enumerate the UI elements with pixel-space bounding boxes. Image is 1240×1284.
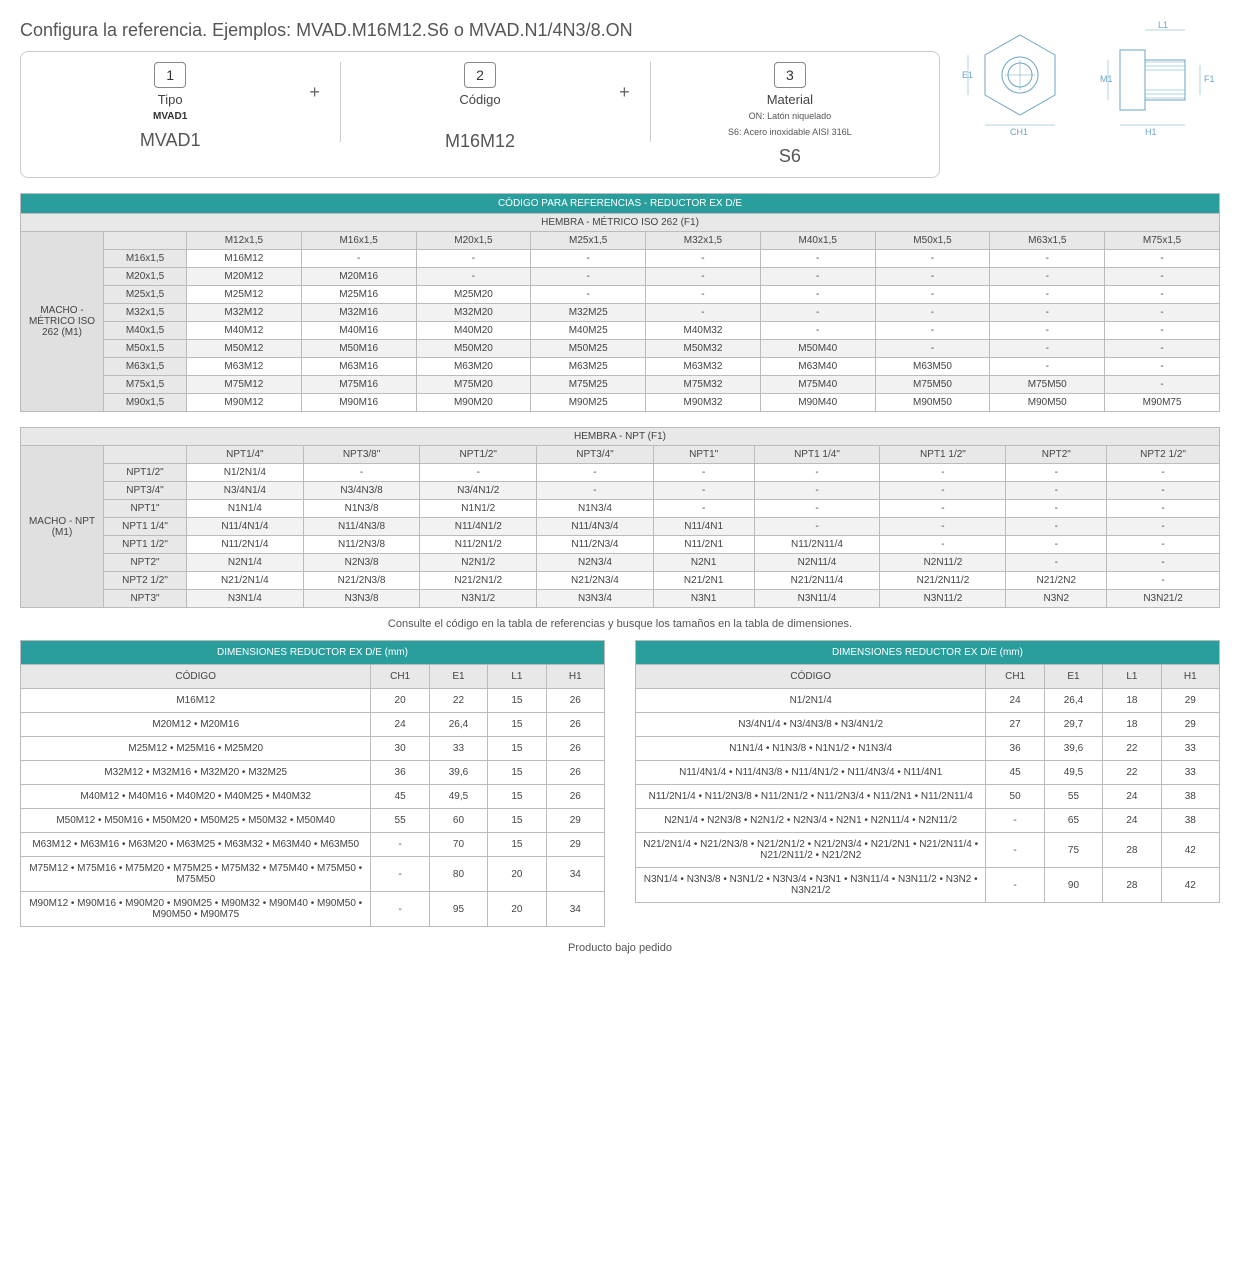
hex-top-view-icon: E1 CH1 [960, 20, 1080, 140]
config-num-1: 1 [154, 62, 186, 88]
config-bold-1: MVAD1 [153, 111, 187, 122]
svg-text:E1: E1 [962, 70, 973, 80]
technical-diagrams: E1 CH1 L1 M1 F1 H1 [960, 20, 1220, 140]
config-mat-1: ON: Latón niquelado [749, 111, 832, 123]
config-value-1: MVAD1 [140, 130, 201, 151]
config-mat-2: S6: Acero inoxidable AISI 316L [728, 127, 852, 139]
config-value-3: S6 [779, 146, 801, 167]
reference-table-npt: HEMBRA - NPT (F1)MACHO - NPT (M1)NPT1/4"… [20, 427, 1220, 608]
config-value-2: M16M12 [445, 131, 515, 152]
config-label-1: Tipo [158, 92, 183, 107]
config-box: 1 Tipo MVAD1 MVAD1 + 2 Código M16M12 + 3… [20, 51, 940, 178]
svg-text:F1: F1 [1204, 74, 1215, 84]
page-title: Configura la referencia. Ejemplos: MVAD.… [20, 20, 940, 41]
dimensions-table-left: DIMENSIONES REDUCTOR EX D/E (mm)CÓDIGOCH… [20, 640, 605, 927]
svg-text:CH1: CH1 [1010, 127, 1028, 137]
svg-text:M1: M1 [1100, 74, 1113, 84]
config-label-2: Código [459, 92, 500, 107]
lookup-note: Consulte el código en la tabla de refere… [20, 618, 1220, 630]
svg-text:L1: L1 [1158, 20, 1168, 30]
dimensions-table-right: DIMENSIONES REDUCTOR EX D/E (mm)CÓDIGOCH… [635, 640, 1220, 927]
config-num-3: 3 [774, 62, 806, 88]
config-label-3: Material [767, 92, 813, 107]
reference-table-metric: CÓDIGO PARA REFERENCIAS - REDUCTOR EX D/… [20, 193, 1220, 412]
side-view-icon: L1 M1 F1 H1 [1100, 20, 1220, 140]
svg-text:H1: H1 [1145, 127, 1157, 137]
config-num-2: 2 [464, 62, 496, 88]
plus-icon: + [299, 62, 330, 103]
footer-note: Producto bajo pedido [20, 942, 1220, 954]
plus-icon: + [609, 62, 640, 103]
